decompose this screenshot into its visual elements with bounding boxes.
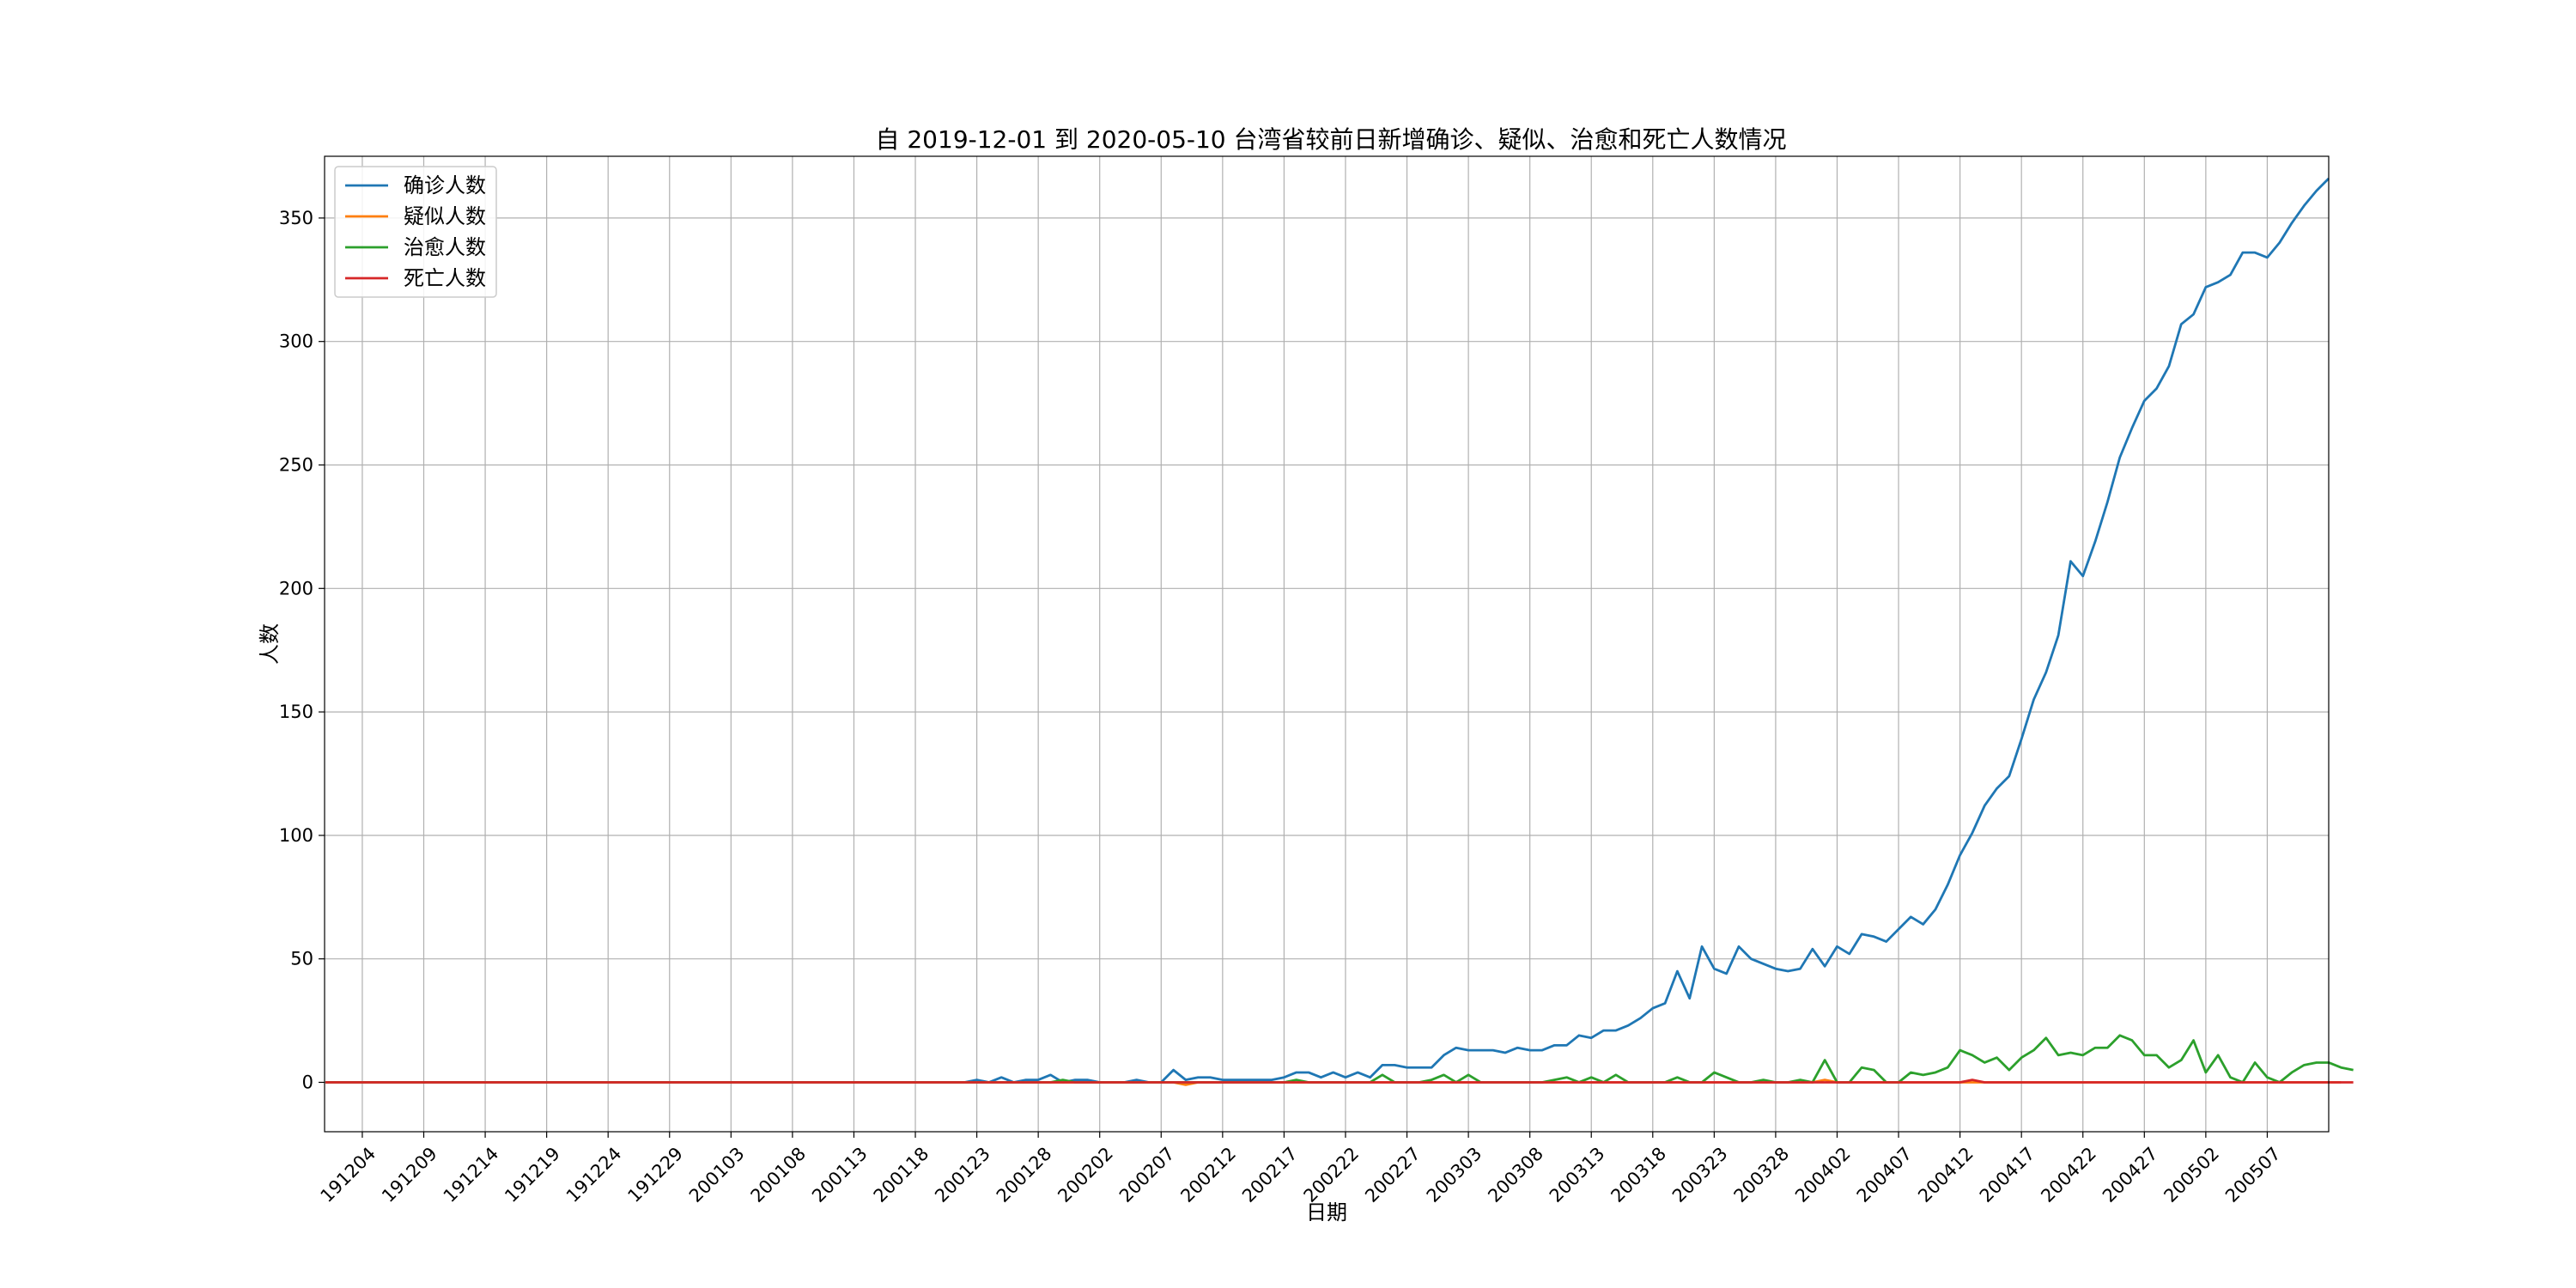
x-tick-label: 200113 xyxy=(808,1143,872,1206)
x-tick-label: 200328 xyxy=(1730,1143,1794,1206)
legend-label: 确诊人数 xyxy=(404,173,486,197)
y-tick-label: 250 xyxy=(279,454,313,475)
x-tick-label: 200402 xyxy=(1791,1143,1855,1206)
x-tick-label: 200407 xyxy=(1853,1143,1917,1206)
x-tick-label: 200222 xyxy=(1300,1143,1364,1206)
y-tick-label: 150 xyxy=(279,702,313,722)
x-tick-label: 200502 xyxy=(2160,1143,2223,1206)
x-tick-label: 200313 xyxy=(1546,1143,1609,1206)
legend-label: 死亡人数 xyxy=(404,266,486,290)
x-tick-label: 191229 xyxy=(623,1143,687,1206)
x-tick-label: 200308 xyxy=(1484,1143,1547,1206)
y-tick-label: 300 xyxy=(279,331,313,352)
x-tick-label: 200217 xyxy=(1238,1143,1302,1206)
x-tick-label: 191209 xyxy=(378,1143,441,1206)
x-tick-label: 200318 xyxy=(1607,1143,1670,1206)
x-tick-label: 200422 xyxy=(2037,1143,2100,1206)
x-tick-label: 200323 xyxy=(1668,1143,1732,1206)
x-tick-label: 200123 xyxy=(931,1143,994,1206)
x-tick-label: 200412 xyxy=(1914,1143,1978,1206)
grid xyxy=(325,156,2329,1132)
legend-label: 疑似人数 xyxy=(404,204,486,228)
legend-label: 治愈人数 xyxy=(404,235,486,259)
x-tick-label: 191204 xyxy=(317,1143,380,1206)
x-tick-label: 191224 xyxy=(562,1143,626,1206)
y-tick-label: 100 xyxy=(279,825,313,846)
series-line xyxy=(325,177,2330,1084)
series-line xyxy=(325,1078,2354,1084)
series-lines xyxy=(325,177,2354,1086)
y-tick-label: 50 xyxy=(290,949,313,969)
y-axis-ticks: 0 50 100 150 200 250 300 350 xyxy=(279,208,325,1092)
x-tick-label: 200128 xyxy=(993,1143,1056,1206)
chart-title: 自 2019-12-01 到 2020-05-10 台湾省较前日新增确诊、疑似、… xyxy=(875,125,1786,154)
y-tick-label: 200 xyxy=(279,578,313,598)
x-tick-label: 200507 xyxy=(2221,1143,2285,1206)
x-tick-label: 200108 xyxy=(747,1143,811,1206)
y-axis-label: 人数 xyxy=(258,623,282,665)
y-tick-label: 350 xyxy=(279,208,313,228)
x-tick-label: 200227 xyxy=(1361,1143,1425,1206)
x-tick-label: 200202 xyxy=(1054,1143,1117,1206)
x-tick-label: 200417 xyxy=(1976,1143,2039,1206)
x-tick-label: 200118 xyxy=(870,1143,933,1206)
x-axis-ticks: 1912041912091912141912191912241912292001… xyxy=(317,1132,2285,1206)
x-tick-label: 200207 xyxy=(1115,1143,1179,1206)
x-tick-label: 200103 xyxy=(685,1143,749,1206)
plot-frame xyxy=(324,155,2330,1133)
legend-box xyxy=(334,166,497,298)
x-axis-label: 日期 xyxy=(1306,1200,1347,1224)
x-tick-label: 191214 xyxy=(440,1143,503,1206)
y-tick-label: 0 xyxy=(302,1072,313,1092)
x-tick-label: 200212 xyxy=(1176,1143,1240,1206)
x-tick-label: 200427 xyxy=(2099,1143,2162,1206)
x-tick-label: 200303 xyxy=(1423,1143,1486,1206)
x-tick-label: 191219 xyxy=(501,1143,564,1206)
